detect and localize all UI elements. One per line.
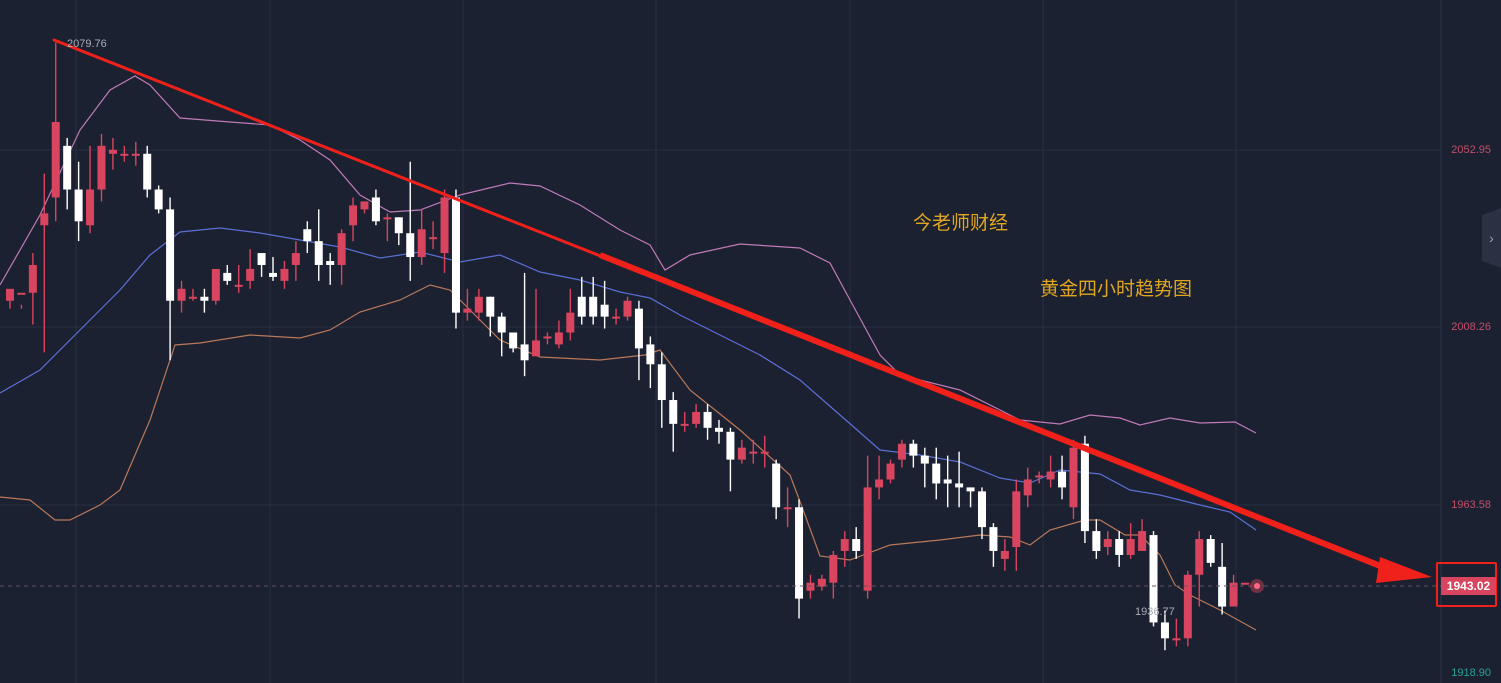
y-tick-2052: 2052.95: [1451, 144, 1491, 156]
low-marker-label: 1936.77: [1135, 606, 1175, 618]
current-price-tag: 1943.02: [1441, 577, 1496, 595]
watermark-text: 今老师财经: [913, 212, 1009, 234]
y-tick-1918: 1918.90: [1451, 667, 1491, 679]
expand-panel-chevron-icon[interactable]: ›: [1482, 208, 1501, 268]
y-tick-2008: 2008.26: [1451, 321, 1491, 333]
y-tick-1963: 1963.58: [1451, 499, 1491, 511]
current-price-highlight-box: [1436, 562, 1497, 607]
chart-title: 黄金四小时趋势图: [1040, 278, 1193, 300]
high-marker-label: 2079.76: [67, 38, 107, 50]
